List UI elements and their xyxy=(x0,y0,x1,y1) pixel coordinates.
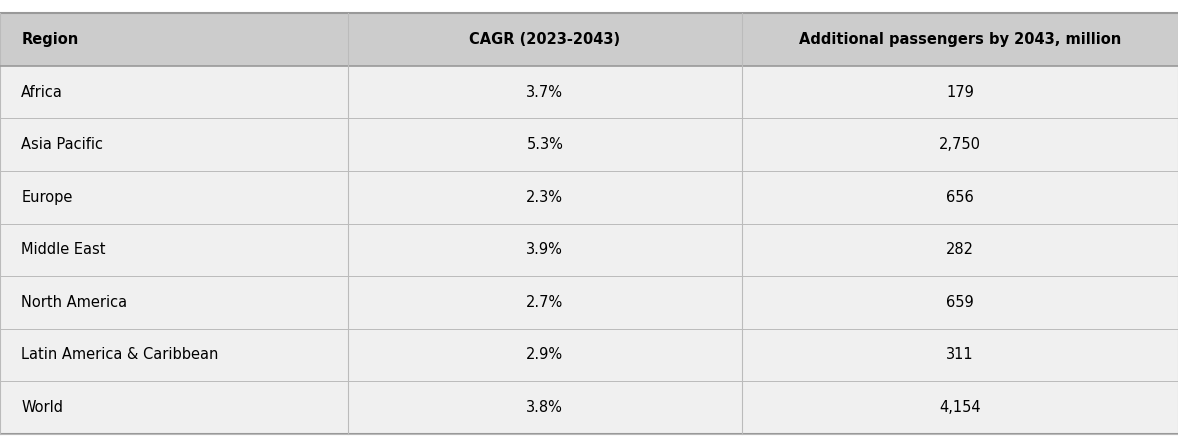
Bar xyxy=(0,381,1178,434)
Text: 282: 282 xyxy=(946,242,974,257)
Text: 3.9%: 3.9% xyxy=(527,242,563,257)
Text: Region: Region xyxy=(21,32,79,47)
Bar xyxy=(0,171,1178,224)
Text: 3.8%: 3.8% xyxy=(527,400,563,415)
Bar xyxy=(0,276,1178,329)
Bar xyxy=(0,224,1178,276)
Text: Middle East: Middle East xyxy=(21,242,106,257)
Text: 2.9%: 2.9% xyxy=(527,347,563,363)
Text: Latin America & Caribbean: Latin America & Caribbean xyxy=(21,347,219,363)
Text: Additional passengers by 2043, million: Additional passengers by 2043, million xyxy=(799,32,1121,47)
Text: 4,154: 4,154 xyxy=(939,400,981,415)
Text: Africa: Africa xyxy=(21,84,64,100)
Bar xyxy=(0,13,1178,66)
Text: CAGR (2023-2043): CAGR (2023-2043) xyxy=(469,32,621,47)
Text: 659: 659 xyxy=(946,295,974,310)
Text: Europe: Europe xyxy=(21,190,73,205)
Text: 5.3%: 5.3% xyxy=(527,137,563,152)
Bar xyxy=(0,329,1178,381)
Text: World: World xyxy=(21,400,64,415)
Text: 179: 179 xyxy=(946,84,974,100)
Bar xyxy=(0,66,1178,118)
Text: 2,750: 2,750 xyxy=(939,137,981,152)
Text: 2.7%: 2.7% xyxy=(527,295,563,310)
Bar xyxy=(0,118,1178,171)
Text: North America: North America xyxy=(21,295,127,310)
Text: 656: 656 xyxy=(946,190,974,205)
Text: 3.7%: 3.7% xyxy=(527,84,563,100)
Text: Asia Pacific: Asia Pacific xyxy=(21,137,104,152)
Text: 311: 311 xyxy=(946,347,974,363)
Text: 2.3%: 2.3% xyxy=(527,190,563,205)
